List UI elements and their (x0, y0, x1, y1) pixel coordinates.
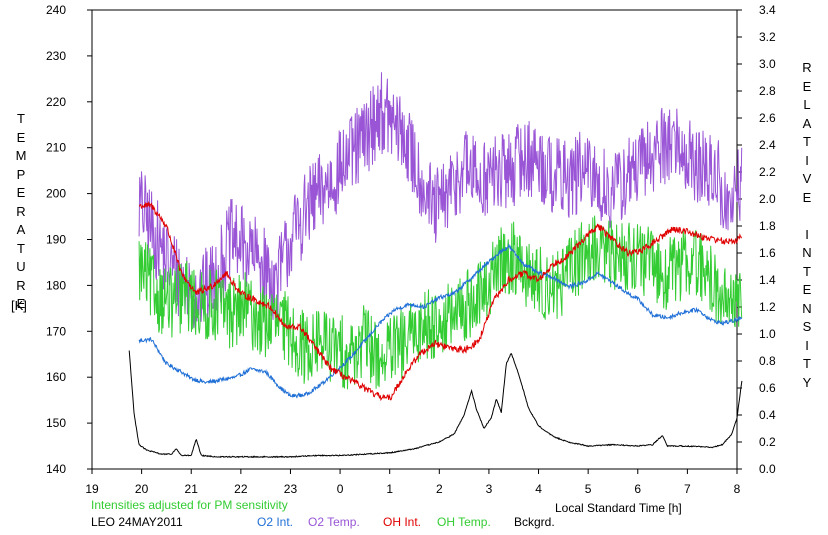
left-tick-label: 220 (46, 95, 66, 109)
right-tick-label: 3.2 (759, 30, 776, 44)
x-tick-label: 19 (85, 482, 99, 496)
x-tick-label: 0 (337, 482, 344, 496)
right-tick-label: 2.6 (759, 111, 776, 125)
left-tick-label: 190 (46, 233, 66, 247)
tick-labels: 1401501601701801902002102202302400.00.20… (46, 3, 776, 496)
left-tick-label: 230 (46, 49, 66, 63)
station-date-label: LEO 24MAY2011 (91, 515, 183, 529)
legend-oh-temp: OH Temp. (437, 515, 491, 529)
right-tick-label: 0.0 (759, 462, 776, 476)
x-tick-label: 6 (634, 482, 641, 496)
left-tick-label: 160 (46, 370, 66, 384)
left-tick-label: 200 (46, 187, 66, 201)
left-axis-unit: [K] (11, 298, 27, 313)
right-tick-label: 1.8 (759, 219, 776, 233)
legend-o2-int: O2 Int. (257, 515, 294, 529)
sensitivity-note: Intensities adjusted for PM sensitivity (91, 498, 288, 512)
right-tick-label: 0.4 (759, 408, 776, 422)
right-tick-label: 0.2 (759, 435, 776, 449)
series-line (138, 215, 743, 390)
right-tick-label: 3.0 (759, 57, 776, 71)
series-line (138, 200, 743, 402)
right-tick-label: 2.4 (759, 138, 776, 152)
x-tick-label: 5 (585, 482, 592, 496)
legend-oh-int: OH Int. (383, 515, 422, 529)
series-layer (128, 72, 743, 459)
x-tick-label: 1 (386, 482, 393, 496)
x-tick-label: 23 (284, 482, 298, 496)
x-tick-label: 3 (486, 482, 493, 496)
x-tick-label: 22 (234, 482, 248, 496)
x-tick-label: 20 (135, 482, 149, 496)
axis-ticks (87, 9, 742, 474)
series-line (138, 243, 743, 399)
series-line (128, 350, 743, 459)
right-tick-label: 2.8 (759, 84, 776, 98)
left-tick-label: 170 (46, 324, 66, 338)
left-tick-label: 240 (46, 3, 66, 17)
right-tick-label: 1.2 (759, 300, 776, 314)
right-tick-label: 2.2 (759, 165, 776, 179)
right-tick-label: 0.6 (759, 381, 776, 395)
left-tick-label: 140 (46, 462, 66, 476)
right-tick-label: 3.4 (759, 3, 776, 17)
right-tick-label: 2.0 (759, 192, 776, 206)
legend-o2-temp: O2 Temp. (308, 515, 360, 529)
x-axis-label: Local Standard Time [h] (555, 501, 682, 515)
right-tick-label: 0.8 (759, 354, 776, 368)
x-tick-label: 21 (185, 482, 199, 496)
left-tick-label: 150 (46, 416, 66, 430)
x-tick-label: 2 (436, 482, 443, 496)
series-line (138, 72, 743, 328)
right-tick-label: 1.0 (759, 327, 776, 341)
left-tick-label: 210 (46, 141, 66, 155)
right-tick-label: 1.4 (759, 273, 776, 287)
legend-bckgrd: Bckgrd. (514, 515, 555, 529)
x-tick-label: 4 (535, 482, 542, 496)
x-tick-label: 8 (734, 482, 741, 496)
x-tick-label: 7 (684, 482, 691, 496)
left-tick-label: 180 (46, 278, 66, 292)
right-tick-label: 1.6 (759, 246, 776, 260)
